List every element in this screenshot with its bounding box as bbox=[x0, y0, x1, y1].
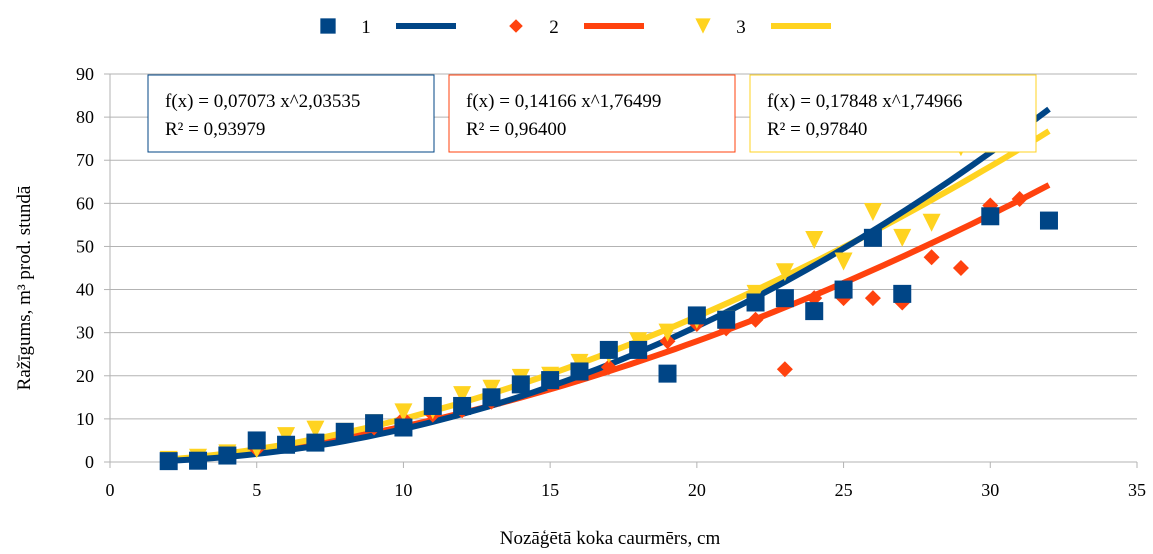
legend-label-series-1: 1 bbox=[361, 17, 371, 38]
y-tick-label: 20 bbox=[76, 366, 94, 386]
y-axis-title: Ražīgums, m³ prod. stundā bbox=[14, 185, 35, 390]
point-series-1 bbox=[482, 388, 501, 407]
legend-marker-series-1 bbox=[320, 18, 336, 34]
point-series-1 bbox=[981, 207, 1000, 226]
tick-labels: 0 10 20 30 40 50 60 70 80 90 0 5 10 15 20 25 30 35 bbox=[76, 64, 1146, 500]
equation-box-series-3 bbox=[749, 74, 1037, 153]
point-series-2 bbox=[952, 260, 969, 276]
point-series-2 bbox=[1011, 191, 1028, 208]
point-series-1 bbox=[277, 435, 296, 454]
point-series-1 bbox=[863, 228, 882, 247]
point-series-3 bbox=[306, 420, 325, 439]
point-series-1 bbox=[570, 362, 589, 381]
legend-marker-series-2 bbox=[509, 19, 523, 33]
trend-equation-series-2: f(x) = 0,14166 x^1,76499 bbox=[466, 91, 661, 112]
x-tick-label: 5 bbox=[252, 480, 261, 500]
point-series-3 bbox=[834, 252, 853, 271]
point-series-1 bbox=[306, 433, 325, 452]
point-series-1 bbox=[218, 446, 237, 465]
point-series-3 bbox=[394, 403, 413, 422]
y-tick-label: 30 bbox=[76, 323, 94, 343]
x-tick-label: 10 bbox=[394, 480, 412, 500]
y-tick-label: 40 bbox=[76, 280, 94, 300]
x-tick-label: 20 bbox=[688, 480, 706, 500]
point-series-1 bbox=[247, 431, 266, 450]
point-series-1 bbox=[717, 310, 736, 329]
trend-r2-series-1: R² = 0,93979 bbox=[165, 119, 265, 140]
point-series-1 bbox=[746, 293, 765, 312]
x-axis-title: Nozāģētā koka caurmērs, cm bbox=[500, 528, 721, 549]
point-series-1 bbox=[394, 418, 413, 437]
y-tick-label: 10 bbox=[76, 409, 94, 429]
legend-label-series-2: 2 bbox=[549, 17, 559, 38]
trendline-series-1 bbox=[168, 106, 1051, 464]
trendline-series-3 bbox=[168, 128, 1051, 463]
point-series-1 bbox=[687, 306, 706, 325]
point-series-1 bbox=[453, 396, 472, 415]
point-series-1 bbox=[629, 340, 648, 359]
point-series-2 bbox=[864, 290, 881, 307]
point-series-1 bbox=[189, 451, 208, 470]
point-series-1 bbox=[335, 422, 354, 441]
point-series-2 bbox=[923, 249, 940, 266]
equation-boxes: f(x) = 0,07073 x^2,03535 R² = 0,93979 f(x)… bbox=[147, 74, 1037, 153]
point-series-3 bbox=[863, 202, 882, 221]
point-series-1 bbox=[365, 414, 384, 433]
point-series-1 bbox=[599, 340, 618, 359]
equation-box-series-2 bbox=[448, 74, 736, 153]
point-series-2 bbox=[747, 311, 764, 328]
x-tick-label: 0 bbox=[106, 480, 115, 500]
trend-r2-series-3: R² = 0,97840 bbox=[767, 119, 867, 140]
point-series-1 bbox=[511, 375, 530, 394]
point-series-1 bbox=[893, 284, 912, 303]
trend-r2-series-2: R² = 0,96400 bbox=[466, 119, 566, 140]
point-series-3 bbox=[658, 323, 677, 342]
y-tick-label: 50 bbox=[76, 236, 94, 256]
x-tick-label: 35 bbox=[1128, 480, 1146, 500]
point-series-3 bbox=[453, 386, 472, 405]
point-series-1 bbox=[541, 371, 560, 390]
point-series-2 bbox=[600, 359, 617, 376]
point-series-3 bbox=[805, 230, 824, 249]
y-tick-label: 70 bbox=[76, 150, 94, 170]
point-series-3 bbox=[922, 213, 941, 232]
point-series-1 bbox=[775, 289, 794, 308]
point-series-1 bbox=[805, 302, 824, 321]
point-series-3 bbox=[775, 263, 794, 282]
trendlines bbox=[168, 106, 1051, 464]
y-tick-label: 60 bbox=[76, 193, 94, 213]
trend-equation-series-1: f(x) = 0,07073 x^2,03535 bbox=[165, 91, 360, 112]
point-series-1 bbox=[159, 452, 178, 471]
x-tick-label: 15 bbox=[541, 480, 559, 500]
data-points bbox=[159, 121, 1058, 471]
legend: 1 2 3 bbox=[320, 17, 831, 38]
y-tick-label: 0 bbox=[85, 452, 94, 472]
x-tick-label: 30 bbox=[981, 480, 999, 500]
equation-box-series-1 bbox=[147, 74, 435, 153]
legend-label-series-3: 3 bbox=[736, 17, 746, 38]
legend-marker-series-3 bbox=[695, 18, 711, 34]
axes bbox=[104, 73, 1138, 468]
trend-equation-series-3: f(x) = 0,17848 x^1,74966 bbox=[767, 91, 962, 112]
point-series-2 bbox=[776, 361, 793, 378]
x-tick-label: 25 bbox=[835, 480, 853, 500]
point-series-3 bbox=[893, 228, 912, 247]
point-series-1 bbox=[1039, 211, 1058, 230]
y-tick-label: 80 bbox=[76, 107, 94, 127]
point-series-1 bbox=[834, 280, 853, 299]
point-series-1 bbox=[423, 396, 442, 415]
y-tick-label: 90 bbox=[76, 64, 94, 84]
point-series-1 bbox=[658, 364, 677, 383]
